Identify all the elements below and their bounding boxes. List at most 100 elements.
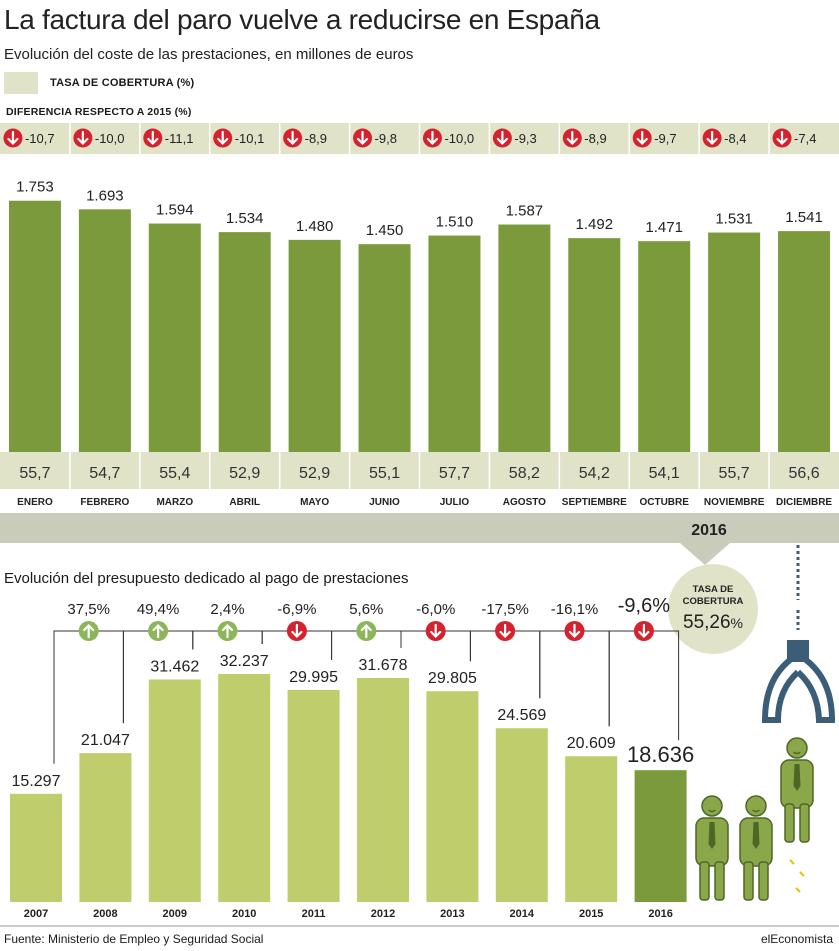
- month-value-label: 1.594: [156, 202, 194, 219]
- year-bar: [634, 770, 687, 902]
- month-label: SEPTIEMBRE: [562, 497, 627, 508]
- year-value-label: 24.569: [497, 707, 546, 724]
- claw-icon: [761, 545, 836, 893]
- year-label: 2009: [163, 908, 187, 920]
- month-bar: [358, 244, 411, 452]
- month-bar: [78, 209, 131, 452]
- person-icon: [739, 795, 773, 901]
- month-label: MARZO: [156, 497, 193, 508]
- year-label: 2013: [440, 908, 464, 920]
- coverage-value: 54,7: [89, 465, 120, 482]
- year-bar: [565, 756, 618, 902]
- arrow-glyph: [221, 623, 234, 639]
- year-band-bar: [0, 513, 839, 543]
- month-value-label: 1.587: [506, 203, 544, 220]
- arrow-glyph: [499, 623, 511, 639]
- year-value-label: 18.636: [627, 742, 694, 767]
- month-label: ABRIL: [229, 497, 260, 508]
- down-arrow-glyph: [496, 130, 508, 146]
- change-label: -6,0%: [416, 601, 455, 618]
- person-head-icon: [745, 795, 767, 817]
- down-arrow-glyph: [77, 130, 89, 146]
- source-note: Fuente: Ministerio de Empleo y Seguridad…: [4, 932, 264, 946]
- month-bar: [8, 200, 61, 452]
- coverage-callout: [668, 564, 758, 654]
- month-value-label: 1.471: [645, 219, 683, 236]
- change-connector: [469, 630, 541, 699]
- person-tie-icon: [752, 822, 760, 849]
- down-arrow-glyph: [217, 130, 229, 146]
- diff-value: -9,8: [375, 131, 397, 146]
- month-value-label: 1.492: [576, 216, 614, 233]
- month-label: AGOSTO: [503, 497, 546, 508]
- year-bar: [495, 728, 548, 902]
- year-label: 2008: [93, 908, 117, 920]
- month-bar: [288, 239, 341, 452]
- person-tie-icon: [793, 764, 801, 791]
- month-value-label: 1.753: [16, 179, 54, 196]
- arrow-glyph: [430, 623, 442, 639]
- down-arrow-glyph: [7, 130, 19, 146]
- down-arrow-glyph: [706, 130, 718, 146]
- year-label: 2016: [691, 522, 727, 539]
- month-bar: [428, 235, 481, 452]
- figures: [695, 545, 836, 901]
- month-label: JUNIO: [369, 497, 400, 508]
- person-leg-icon: [699, 861, 710, 901]
- year-label: 2015: [579, 908, 603, 920]
- month-value-label: 1.510: [436, 214, 474, 231]
- person-mouth-icon: [793, 751, 801, 755]
- sparkle-icon: [789, 859, 805, 893]
- year-bar: [287, 689, 340, 902]
- coverage-value: 54,1: [649, 465, 680, 482]
- year-bar: [79, 753, 132, 902]
- person-leg-icon: [784, 803, 795, 843]
- coverage-value: 58,2: [509, 465, 540, 482]
- diff-value: -9,7: [654, 131, 676, 146]
- coverage-value: 52,9: [299, 465, 330, 482]
- callout-line1: TASA DE: [693, 584, 734, 595]
- down-arrow-glyph: [356, 130, 369, 146]
- down-arrow-glyph: [426, 130, 439, 146]
- callout-line2: COBERTURA: [683, 596, 744, 607]
- year-value-label: 31.462: [150, 658, 199, 675]
- month-label: DICIEMBRE: [776, 497, 832, 508]
- change-label: 2,4%: [210, 601, 244, 618]
- down-arrow-glyph: [147, 130, 159, 146]
- year-label: 2016: [648, 908, 672, 920]
- month-bar: [568, 238, 621, 452]
- diff-value: -8,9: [584, 131, 606, 146]
- year-band-pointer: [680, 543, 730, 565]
- person-leg-icon: [743, 861, 754, 901]
- coverage-value: 55,7: [19, 465, 50, 482]
- coverage-value: 55,1: [369, 465, 400, 482]
- person-leg-icon: [799, 803, 810, 843]
- diff-value: -7,4: [794, 131, 816, 146]
- person-lifted-icon: [780, 737, 814, 843]
- page-subtitle: Evolución del coste de las prestaciones,…: [4, 46, 414, 63]
- diff-title: DIFERENCIA RESPECTO A 2015 (%): [6, 106, 192, 118]
- change-label: 5,6%: [349, 601, 383, 618]
- month-label: MAYO: [300, 497, 329, 508]
- year-value-label: 32.237: [220, 653, 269, 670]
- down-arrow-glyph: [566, 130, 578, 146]
- callout-unit: %: [731, 615, 743, 631]
- down-arrow-glyph: [636, 130, 648, 146]
- month-value-label: 1.450: [366, 222, 404, 239]
- page-title: La factura del paro vuelve a reducirse e…: [4, 4, 600, 35]
- person-head-icon: [786, 737, 808, 759]
- brand-logo: elEconomista: [760, 932, 833, 946]
- year-value-label: 29.805: [428, 670, 477, 687]
- month-label: FEBRERO: [80, 497, 129, 508]
- claw-arm-left-icon: [761, 657, 801, 723]
- person-leg-icon: [758, 861, 769, 901]
- change-connector: [608, 630, 680, 741]
- year-bar: [357, 677, 409, 902]
- year-bar: [148, 679, 201, 902]
- change-label: 37,5%: [67, 601, 110, 618]
- diff-value: -10,0: [95, 131, 125, 146]
- change-label: -17,5%: [481, 601, 529, 618]
- arrow-glyph: [360, 623, 372, 639]
